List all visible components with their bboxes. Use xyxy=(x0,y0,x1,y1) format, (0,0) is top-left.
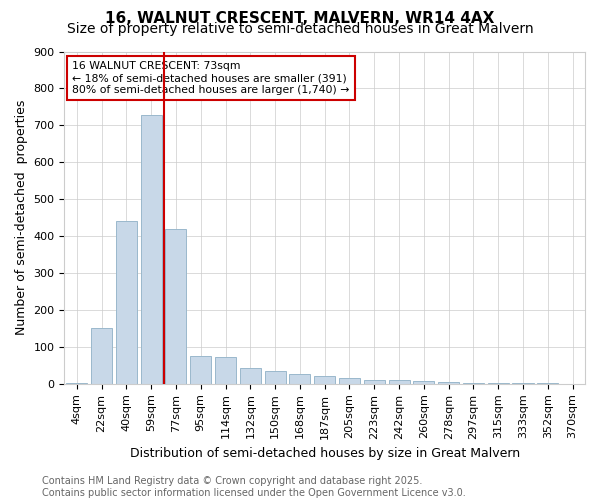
Bar xyxy=(413,381,434,384)
Bar xyxy=(91,328,112,384)
Bar xyxy=(140,115,162,384)
Bar xyxy=(389,380,410,384)
Bar xyxy=(289,374,310,384)
Bar xyxy=(215,357,236,384)
Text: 16, WALNUT CRESCENT, MALVERN, WR14 4AX: 16, WALNUT CRESCENT, MALVERN, WR14 4AX xyxy=(106,11,494,26)
Bar xyxy=(463,382,484,384)
Text: 16 WALNUT CRESCENT: 73sqm
← 18% of semi-detached houses are smaller (391)
80% of: 16 WALNUT CRESCENT: 73sqm ← 18% of semi-… xyxy=(72,62,350,94)
Bar xyxy=(240,368,261,384)
Bar xyxy=(339,378,360,384)
Bar xyxy=(265,371,286,384)
Text: Contains HM Land Registry data © Crown copyright and database right 2025.
Contai: Contains HM Land Registry data © Crown c… xyxy=(42,476,466,498)
Bar xyxy=(314,376,335,384)
Bar xyxy=(66,383,88,384)
Y-axis label: Number of semi-detached  properties: Number of semi-detached properties xyxy=(15,100,28,336)
Bar xyxy=(438,382,459,384)
X-axis label: Distribution of semi-detached houses by size in Great Malvern: Distribution of semi-detached houses by … xyxy=(130,447,520,460)
Bar xyxy=(166,228,187,384)
Bar xyxy=(116,222,137,384)
Bar xyxy=(364,380,385,384)
Bar xyxy=(190,356,211,384)
Bar xyxy=(488,383,509,384)
Text: Size of property relative to semi-detached houses in Great Malvern: Size of property relative to semi-detach… xyxy=(67,22,533,36)
